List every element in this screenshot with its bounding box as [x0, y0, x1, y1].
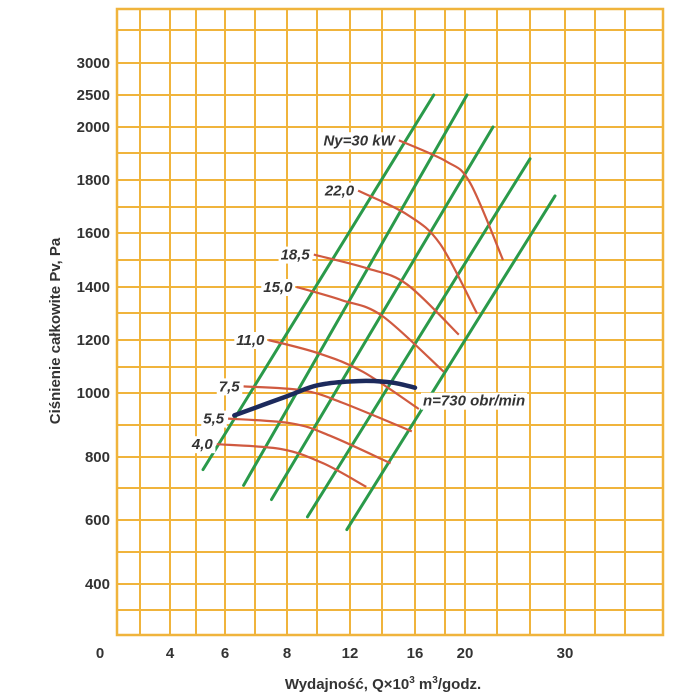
power-curve-label: 11,0: [236, 332, 265, 349]
label-background: [421, 392, 528, 410]
tick-labels: 0 4 6 8 12 16 20 30 400 600 800 1000 1200 1400 1600 180…: [77, 55, 574, 662]
x-tick-label: 12: [342, 645, 359, 662]
y-tick-label: 2500: [77, 87, 110, 104]
y-tick-label: 1400: [77, 279, 110, 296]
label-background: [321, 182, 357, 200]
y-axis-title: Ciśnienie całkowite Pv, Pa: [47, 237, 64, 424]
x-axis-title: Wydajność, Q×103 m3/godz.: [285, 675, 481, 693]
y-tick-label: 400: [85, 576, 110, 593]
power-curve: [268, 338, 420, 410]
x-tick-label: 4: [166, 645, 175, 662]
efficiency-lines: [201, 93, 557, 532]
y-tick-label: 1000: [77, 385, 110, 402]
power-curve: [296, 285, 445, 373]
y-tick-label: 600: [85, 512, 110, 529]
efficiency-line: [345, 194, 557, 532]
speed-curve-group: [232, 378, 418, 418]
power-curve: [216, 443, 367, 488]
x-tick-label: 30: [557, 645, 574, 662]
y-tick-label: 2000: [77, 119, 110, 136]
power-curve-label: Ny=30 kW: [323, 132, 396, 149]
speed-curve-label: n=730 obr/min: [423, 393, 525, 410]
y-tick-label: 3000: [77, 55, 110, 72]
power-curve-label: 22,0: [324, 183, 355, 200]
label-background: [201, 410, 227, 428]
speed-curve: [232, 378, 418, 418]
label-background: [216, 378, 243, 396]
x-tick-label: 0: [96, 645, 104, 662]
power-curve-label: 5,5: [203, 411, 225, 428]
label-background: [261, 279, 296, 296]
y-tick-label: 1200: [77, 332, 110, 349]
x-tick-label: 20: [457, 645, 474, 662]
y-tick-label: 1600: [77, 225, 110, 242]
power-curves: [216, 139, 505, 488]
x-tick-label: 8: [283, 645, 291, 662]
label-background: [234, 332, 268, 349]
curve-labels: Ny=30 kW 22,0 18,5 15,0 11,0 7,5 5,5 4,0 n=730 o…: [188, 132, 528, 454]
power-curve-label: 15,0: [263, 279, 293, 296]
efficiency-line: [201, 93, 436, 472]
power-curve-label: 7,5: [219, 378, 241, 395]
y-tick-label: 1800: [77, 172, 110, 189]
label-background: [321, 132, 399, 150]
label-background: [278, 246, 313, 264]
power-curve: [243, 385, 413, 433]
power-curve: [398, 139, 505, 261]
power-curve: [357, 189, 478, 315]
efficiency-line: [242, 93, 469, 487]
power-curve-label: 4,0: [191, 436, 214, 453]
x-tick-label: 6: [221, 645, 229, 662]
y-tick-label: 800: [85, 449, 110, 466]
efficiency-line: [305, 157, 532, 519]
efficiency-line: [270, 125, 495, 502]
power-curve: [228, 417, 392, 465]
label-background: [188, 436, 216, 454]
x-tick-label: 16: [407, 645, 424, 662]
power-curve-label: 18,5: [281, 247, 311, 264]
power-curve: [313, 253, 460, 336]
grid: [115, 7, 665, 637]
